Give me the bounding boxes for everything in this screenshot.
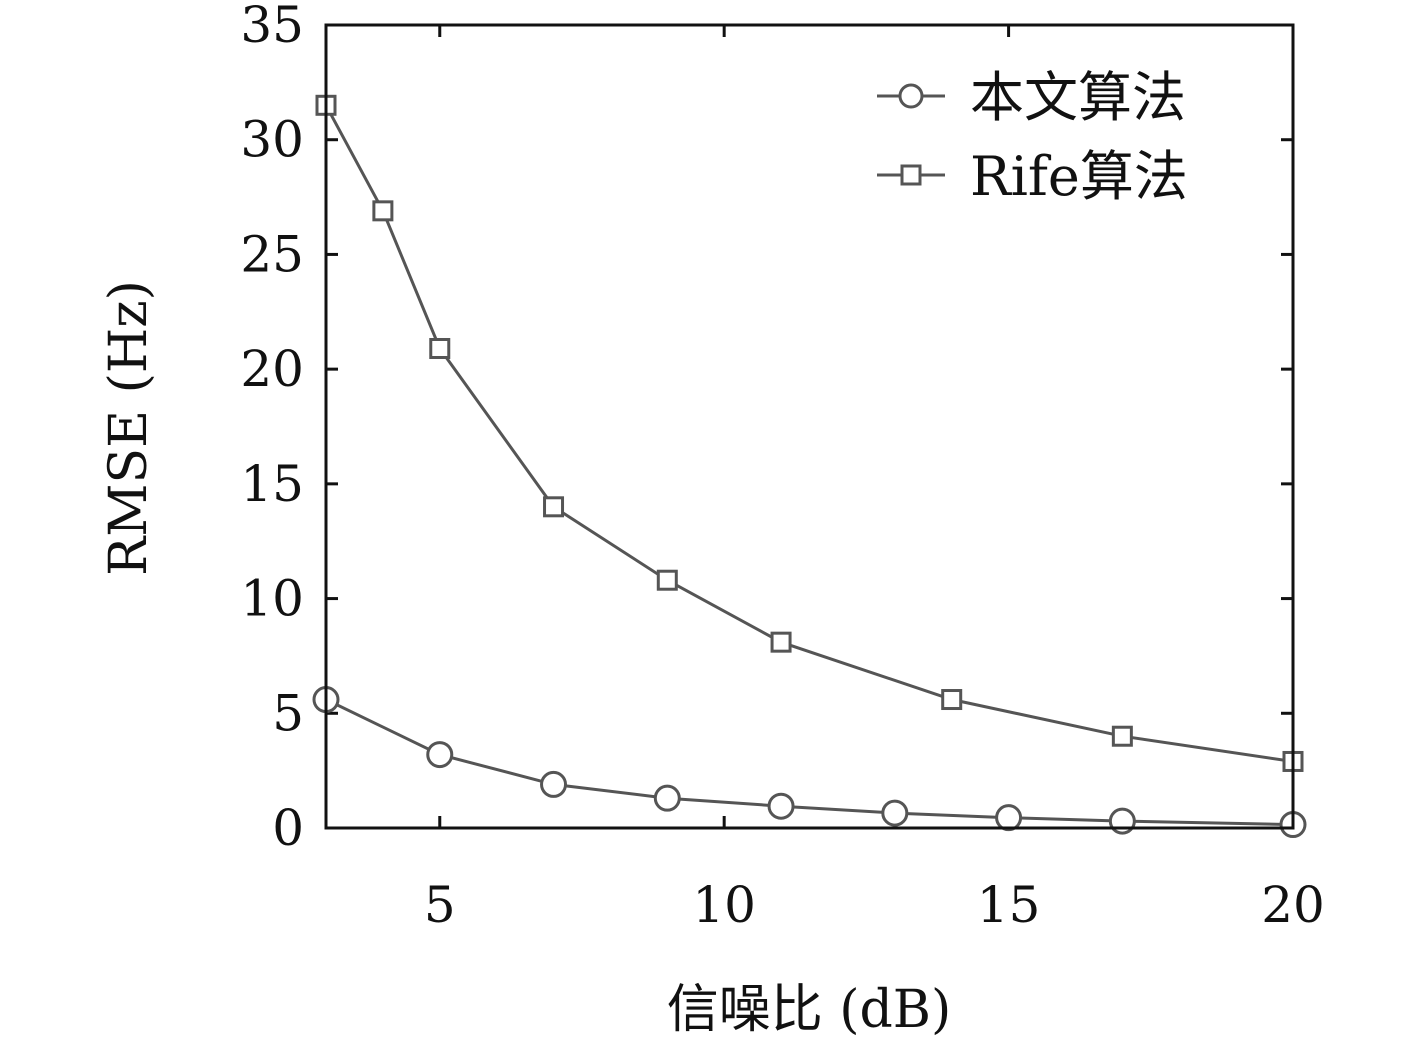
legend: 本文算法 Rife算法 [877, 66, 1188, 208]
data-point-circle [881, 799, 909, 827]
x-tick-label: 15 [977, 876, 1041, 934]
y-tick-label: 0 [272, 799, 304, 857]
x-axis-title: 信噪比 (dB) [667, 980, 952, 1040]
y-axis-title: RMSE (Hz) [99, 280, 159, 576]
data-point-square [770, 631, 792, 653]
x-tick-label: 20 [1261, 876, 1325, 934]
legend-label-series-2: Rife算法 [970, 145, 1188, 208]
y-tick-label: 20 [240, 340, 304, 398]
y-tick-label: 10 [240, 570, 304, 628]
data-point-circle [653, 784, 681, 812]
y-tick-label: 35 [240, 0, 304, 54]
x-tick-label: 5 [424, 876, 456, 934]
data-point-square [372, 200, 394, 222]
data-point-circle [767, 792, 795, 820]
plot-frame [324, 23, 1295, 830]
y-tick-label: 5 [272, 684, 304, 742]
data-point-square [429, 337, 451, 359]
data-point-circle [1108, 807, 1136, 835]
legend-item-series-1: 本文算法 [877, 66, 1186, 129]
legend-item-series-2: Rife算法 [877, 145, 1188, 208]
data-point-square [656, 569, 678, 591]
data-point-square [543, 496, 565, 518]
legend-circle-marker [898, 83, 924, 109]
series-line-1 [325, 698, 1294, 827]
y-tick-label: 15 [240, 455, 304, 513]
data-point-circle [540, 770, 568, 798]
legend-label-series-1: 本文算法 [970, 66, 1186, 129]
data-point-square [1111, 725, 1133, 747]
axis-tick-labels: 0 5 10 15 20 25 30 35 5 10 15 20 [240, 0, 1324, 934]
x-tick-label: 10 [692, 876, 756, 934]
data-point-square [941, 689, 963, 711]
y-tick-label: 25 [240, 225, 304, 283]
data-point-circle [995, 804, 1023, 832]
legend-square-marker [900, 164, 922, 186]
data-point-circle [426, 741, 454, 769]
y-tick-label: 30 [240, 111, 304, 169]
